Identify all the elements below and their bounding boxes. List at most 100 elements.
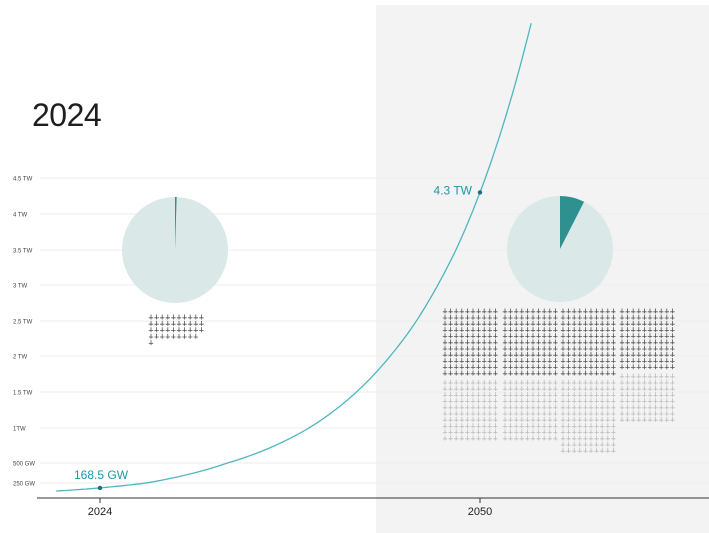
turbine-2050-light — [605, 398, 610, 404]
turbine-2050-dark — [600, 351, 605, 357]
turbine-2050-dark — [493, 351, 498, 357]
turbine-2050-light — [476, 392, 481, 398]
turbine-2050-light — [442, 429, 448, 435]
turbine-2050-light — [605, 447, 610, 453]
turbine-2050-dark — [508, 358, 513, 364]
turbine-2050-dark — [547, 327, 552, 333]
turbine-2050-light — [636, 398, 641, 404]
turbine-2050-light — [482, 379, 487, 385]
turbine-2050-dark — [476, 314, 481, 320]
turbine-2050-light — [588, 410, 594, 416]
turbine-2050-light — [560, 392, 566, 398]
turbine-2050-dark — [631, 320, 636, 326]
turbine-2050-light — [487, 416, 492, 422]
turbine-2050-dark — [605, 370, 610, 376]
turbine-2050-light — [636, 379, 641, 385]
turbine-2050-dark — [583, 345, 588, 351]
turbine-2050-dark — [664, 364, 669, 370]
turbine-2050-light — [442, 379, 448, 385]
turbine-2050-dark — [594, 320, 599, 326]
turbine-2050-light — [577, 429, 582, 435]
turbine-2050-dark — [653, 358, 658, 364]
turbine-2050-light — [482, 429, 487, 435]
turbine-2050-dark — [487, 320, 492, 326]
turbine-2050-dark — [553, 358, 558, 364]
turbine-2050-light — [653, 385, 658, 391]
turbine-2050-dark — [588, 351, 594, 357]
turbine-2050-light — [514, 410, 519, 416]
turbine-2050-dark — [647, 358, 653, 364]
turbine-2050-dark — [653, 364, 658, 370]
turbine-2050-light — [583, 379, 588, 385]
turbine-2050-dark — [448, 339, 453, 345]
turbine-2050-light — [594, 429, 599, 435]
turbine-2050-light — [583, 410, 588, 416]
turbine-2050-dark — [605, 339, 610, 345]
turbine-2050-light — [566, 385, 571, 391]
turbine-2024 — [160, 314, 165, 320]
turbine-2050-light — [572, 392, 577, 398]
turbine-2050-light — [583, 392, 588, 398]
turbine-2050-dark — [553, 339, 558, 345]
turbine-2050-dark — [547, 314, 552, 320]
turbine-2050-dark — [476, 351, 481, 357]
turbine-2050-dark — [470, 351, 476, 357]
turbine-2050-light — [600, 447, 605, 453]
turbine-2050-dark — [459, 364, 464, 370]
turbine-2050-dark — [577, 320, 582, 326]
turbine-2050-light — [454, 416, 459, 422]
turbine-2050-light — [536, 429, 541, 435]
turbine-2050-dark — [470, 370, 476, 376]
turbine-2050-dark — [594, 333, 599, 339]
turbine-2050-light — [600, 441, 605, 447]
turbine-2050-light — [547, 392, 552, 398]
turbine-2050-light — [560, 404, 566, 410]
turbine-2050-light — [625, 392, 630, 398]
turbine-2050-dark — [572, 339, 577, 345]
turbine-2050-dark — [493, 333, 498, 339]
turbine-2050-dark — [605, 327, 610, 333]
turbine-2050-light — [653, 404, 658, 410]
turbine-2050-light — [625, 410, 630, 416]
turbine-2050-light — [448, 410, 453, 416]
turbine-2050-light — [588, 423, 594, 429]
turbine-2050-light — [670, 410, 675, 416]
turbine-2050-light — [566, 392, 571, 398]
y-tick-label: 250 GW — [13, 482, 35, 488]
turbine-2050-light — [442, 404, 448, 410]
turbine-2050-light — [459, 385, 464, 391]
turbine-2050-dark — [542, 364, 547, 370]
turbine-2050-dark — [566, 339, 571, 345]
turbine-2050-light — [448, 385, 453, 391]
turbine-2050-dark — [454, 339, 459, 345]
turbine-2050-dark — [572, 327, 577, 333]
turbine-2050-dark — [636, 308, 641, 314]
turbine-2050-dark — [542, 370, 547, 376]
turbine-2050-dark — [542, 345, 547, 351]
turbine-2050-light — [470, 392, 476, 398]
turbine-2050-light — [470, 398, 476, 404]
turbine-2050-light — [536, 398, 541, 404]
turbine-2050-light — [647, 398, 653, 404]
turbine-2050-dark — [631, 327, 636, 333]
turbine-2050-light — [542, 385, 547, 391]
turbine-2050-light — [493, 416, 498, 422]
turbine-2050-light — [465, 379, 470, 385]
turbine-2050-dark — [502, 345, 508, 351]
turbine-2050-light — [465, 398, 470, 404]
turbine-2050-light — [600, 404, 605, 410]
turbine-2050-dark — [448, 364, 453, 370]
turbine-2050-dark — [566, 308, 571, 314]
turbine-2050-light — [525, 379, 530, 385]
turbine-2050-dark — [465, 314, 470, 320]
turbine-2050-dark — [482, 358, 487, 364]
turbine-2050-dark — [536, 314, 541, 320]
turbine-2050-light — [454, 398, 459, 404]
turbine-2050-dark — [611, 308, 616, 314]
turbine-2050-light — [625, 373, 630, 379]
turbine-2050-dark — [642, 358, 647, 364]
turbine-2050-dark — [547, 333, 552, 339]
turbine-2050-dark — [647, 345, 653, 351]
turbine-2050-light — [566, 447, 571, 453]
turbine-2050-light — [619, 385, 625, 391]
